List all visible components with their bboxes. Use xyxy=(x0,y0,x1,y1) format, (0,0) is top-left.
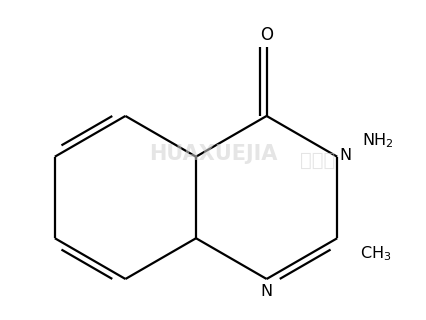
Text: N: N xyxy=(340,148,351,163)
Text: HUAXUEJIA: HUAXUEJIA xyxy=(149,144,277,164)
Text: N: N xyxy=(261,284,273,299)
Text: NH$_2$: NH$_2$ xyxy=(362,132,394,150)
Text: CH$_3$: CH$_3$ xyxy=(360,245,391,263)
Text: 化学加: 化学加 xyxy=(300,150,335,170)
Text: O: O xyxy=(260,26,273,44)
